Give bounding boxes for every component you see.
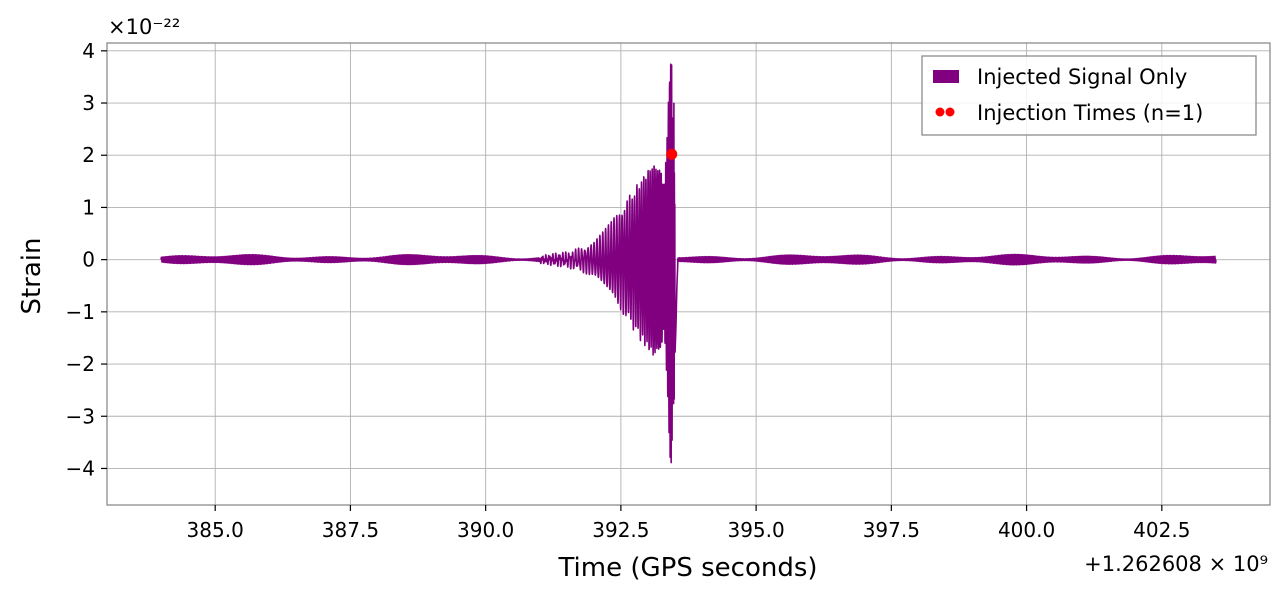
legend-label-signal: Injected Signal Only [977,65,1187,89]
points-layer [666,148,678,160]
legend-marker-injection [945,107,955,117]
x-tick-label: 397.5 [863,518,920,542]
signal-line [160,63,1217,464]
y-tick-label: −4 [66,456,95,480]
x-tick-label: 385.0 [187,518,244,542]
y-tick-label: −2 [66,352,95,376]
x-tick-label: 392.5 [592,518,649,542]
x-offset-label: +1.262608 × 10⁹ [1084,552,1268,576]
y-tick-label: 1 [82,195,95,219]
x-tick-label: 390.0 [457,518,514,542]
legend-swatch-signal [933,70,959,83]
injection-point [666,148,678,160]
x-axis-label: Time (GPS seconds) [557,553,817,583]
x-ticks: 385.0 387.5 390.0 392.5 395.0 397.5 400.0 402.5 [187,505,1190,542]
y-ticks: −4 −3 −2 −1 0 1 2 3 4 [66,39,107,480]
plot-frame [106,42,1271,506]
x-tick-label: 400.0 [998,518,1055,542]
legend-box [921,55,1257,136]
y-tick-label: 4 [82,39,95,63]
legend-label-injection: Injection Times (n=1) [977,101,1203,125]
y-axis-label: Strain [17,237,47,314]
x-tick-label: 402.5 [1133,518,1190,542]
y-tick-label: −1 [66,300,95,324]
y-tick-label: −3 [66,404,95,428]
y-scale-label: ×10⁻²² [108,15,180,39]
series-layer [160,63,1217,464]
y-tick-label: 3 [82,91,95,115]
y-tick-label: 2 [82,143,95,167]
y-tick-label: 0 [82,248,95,272]
legend-marker-injection [935,107,945,117]
x-tick-label: 387.5 [322,518,379,542]
x-tick-label: 395.0 [727,518,784,542]
legend: Injected Signal Only Injection Times (n=… [921,55,1257,136]
